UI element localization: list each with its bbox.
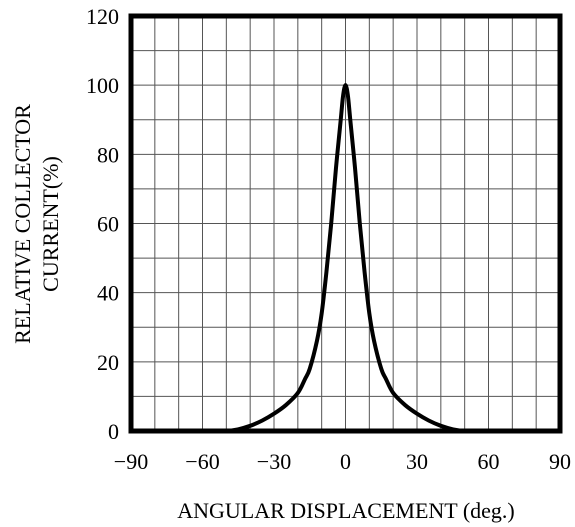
grid xyxy=(130,15,561,432)
y-tick-label: 0 xyxy=(108,419,119,444)
x-tick-labels: −90 −60 −30 0 30 60 90 xyxy=(114,449,571,474)
y-tick-label: 40 xyxy=(97,281,119,306)
series-line xyxy=(131,83,560,434)
y-tick-label: 60 xyxy=(97,212,119,237)
y-tick-label: 20 xyxy=(97,350,119,375)
x-tick-label: −30 xyxy=(257,449,291,474)
y-tick-label: 120 xyxy=(86,4,119,29)
y-axis-label-line1: RELATIVE COLLECTOR xyxy=(10,104,35,344)
series-layer xyxy=(131,83,560,434)
plot-frame xyxy=(128,13,563,434)
x-axis-label: ANGULAR DISPLACEMENT (deg.) xyxy=(177,498,515,523)
x-tick-label: 0 xyxy=(340,449,351,474)
y-tick-labels: 0 20 40 60 80 100 120 xyxy=(86,4,119,444)
x-tick-label: −90 xyxy=(114,449,148,474)
y-tick-label: 100 xyxy=(86,73,119,98)
x-tick-label: −60 xyxy=(185,449,219,474)
x-tick-label: 30 xyxy=(406,449,428,474)
x-tick-label: 90 xyxy=(549,449,571,474)
y-axis-label-line2: CURRENT(%) xyxy=(38,156,63,292)
x-tick-label: 60 xyxy=(478,449,500,474)
y-tick-label: 80 xyxy=(97,142,119,167)
